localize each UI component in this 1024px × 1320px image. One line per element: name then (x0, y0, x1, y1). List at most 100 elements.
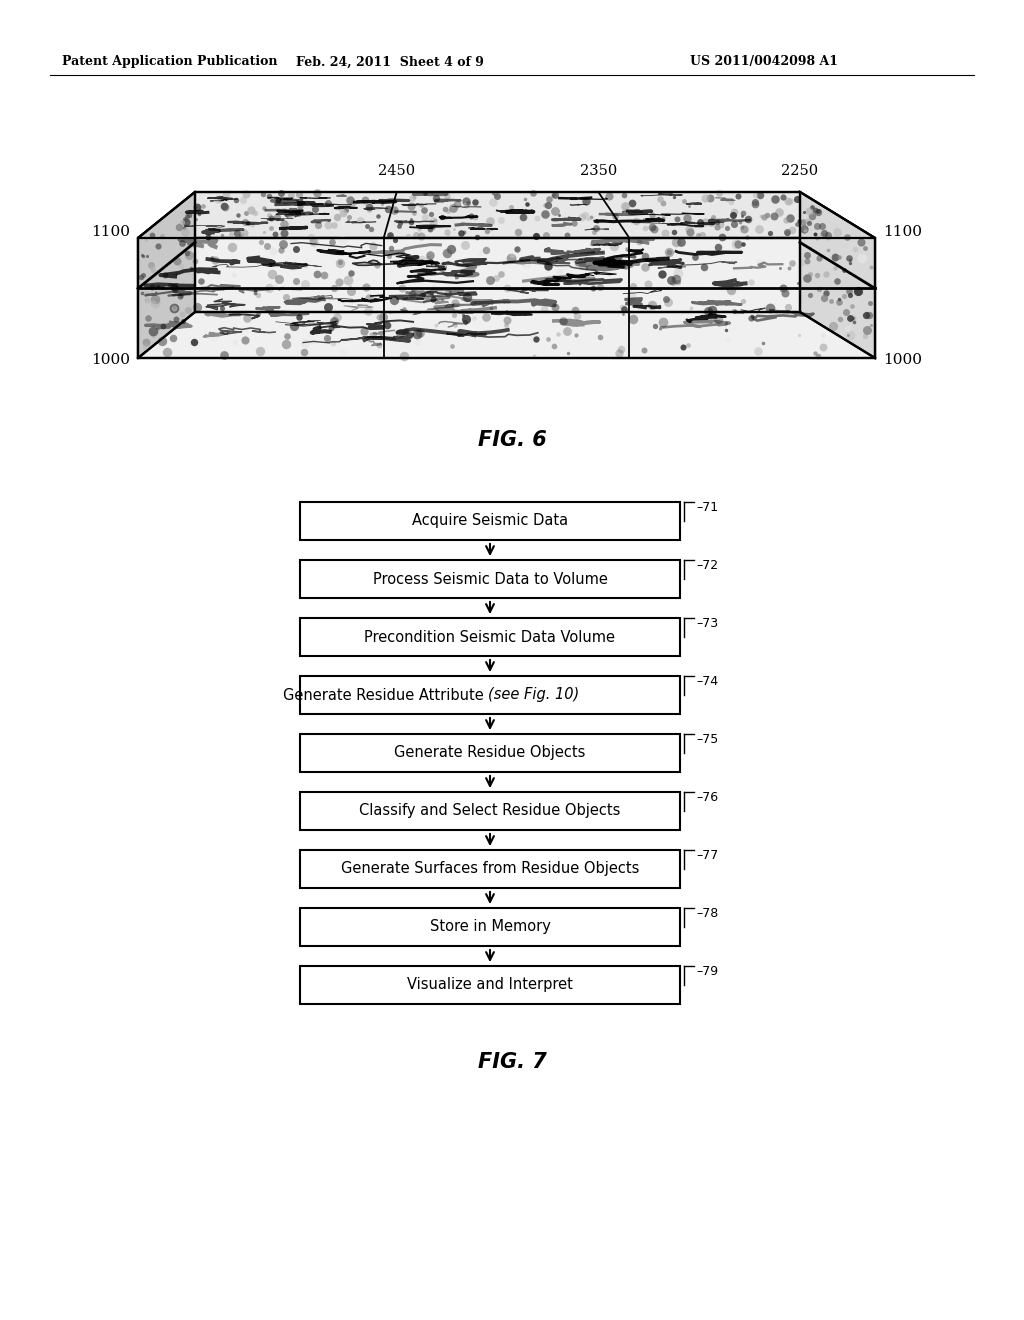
Point (861, 305, 878, 326)
Point (250, 304, 266, 325)
Point (455, 305, 471, 326)
Point (291, 183, 307, 205)
Text: –77: –77 (696, 849, 718, 862)
Point (318, 327, 335, 348)
Point (489, 186, 506, 207)
Point (158, 264, 174, 285)
Point (732, 211, 749, 232)
Point (266, 275, 283, 296)
Text: Process Seismic Data to Volume: Process Seismic Data to Volume (373, 572, 607, 586)
Point (577, 205, 593, 226)
Point (775, 277, 792, 298)
Point (304, 331, 321, 352)
Point (252, 341, 268, 362)
Point (537, 298, 553, 319)
Point (458, 190, 474, 211)
Point (228, 190, 245, 211)
Point (791, 325, 807, 346)
Point (340, 269, 356, 290)
Point (537, 194, 553, 215)
FancyBboxPatch shape (300, 792, 680, 830)
Point (477, 306, 494, 327)
Point (662, 242, 678, 263)
Point (682, 222, 698, 243)
Point (857, 326, 873, 347)
Point (696, 211, 713, 232)
Point (396, 345, 413, 366)
Point (660, 242, 677, 263)
Point (145, 293, 162, 314)
Point (666, 222, 682, 243)
Point (297, 273, 313, 294)
Point (670, 263, 686, 284)
Point (434, 253, 451, 275)
Point (453, 223, 469, 244)
Point (592, 326, 608, 347)
Point (592, 276, 608, 297)
Point (177, 222, 194, 243)
Point (799, 249, 815, 271)
Point (417, 206, 433, 227)
Point (296, 342, 312, 363)
Point (540, 194, 556, 215)
Point (241, 213, 257, 234)
Point (509, 239, 525, 260)
Point (782, 190, 799, 211)
Point (439, 243, 456, 264)
Point (159, 342, 175, 363)
Point (185, 331, 202, 352)
Point (664, 269, 680, 290)
Point (518, 193, 535, 214)
Point (204, 248, 220, 269)
Point (809, 215, 825, 236)
Point (446, 314, 463, 335)
Point (306, 198, 323, 219)
Point (668, 231, 684, 252)
Point (173, 232, 189, 253)
Point (796, 218, 812, 239)
Point (457, 312, 473, 333)
Point (269, 207, 286, 228)
Text: 1100: 1100 (883, 224, 922, 239)
Point (402, 209, 419, 230)
Point (335, 203, 351, 224)
Point (232, 224, 249, 246)
Point (261, 205, 278, 226)
Point (216, 197, 232, 218)
Point (546, 335, 562, 356)
Point (466, 308, 482, 329)
Point (711, 183, 727, 205)
Point (371, 334, 387, 355)
Point (343, 281, 359, 302)
Point (178, 206, 195, 227)
Point (862, 293, 879, 314)
Point (400, 226, 417, 247)
Point (439, 224, 456, 246)
Point (541, 189, 557, 210)
Point (318, 193, 335, 214)
Point (467, 206, 483, 227)
Point (807, 343, 823, 364)
Point (615, 199, 632, 220)
Text: –76: –76 (696, 791, 718, 804)
Point (175, 310, 191, 331)
Point (807, 199, 823, 220)
Point (463, 206, 479, 227)
Point (574, 255, 591, 276)
Point (816, 288, 833, 309)
Point (362, 323, 379, 345)
Text: 1100: 1100 (91, 224, 130, 239)
Text: Generate Residue Attribute: Generate Residue Attribute (283, 688, 488, 702)
Point (383, 238, 399, 259)
Point (710, 308, 726, 329)
Point (841, 281, 857, 302)
Point (752, 252, 768, 273)
Point (780, 190, 797, 211)
Point (655, 207, 672, 228)
Point (528, 207, 545, 228)
Point (565, 213, 582, 234)
Point (173, 285, 189, 306)
Point (407, 202, 423, 223)
Point (486, 183, 503, 205)
Point (393, 277, 410, 298)
